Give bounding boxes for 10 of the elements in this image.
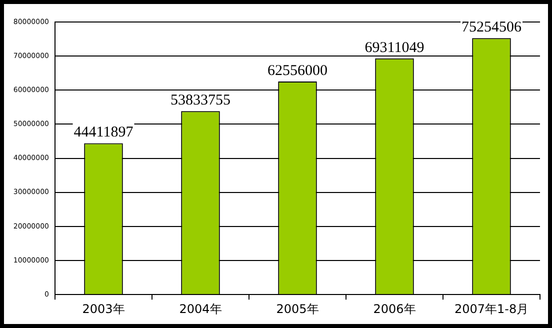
x-tick-label: 2007年1-8月 bbox=[454, 302, 529, 316]
x-tick-label: 2005年 bbox=[276, 302, 319, 316]
x-tick-label: 2006年 bbox=[373, 302, 416, 316]
data-label: 75254506 bbox=[462, 20, 522, 36]
data-label: 62556000 bbox=[268, 62, 328, 79]
x-tick-label: 2003年 bbox=[82, 302, 125, 316]
data-label: 44411897 bbox=[74, 124, 134, 141]
x-tick-label: 2004年 bbox=[179, 302, 222, 316]
data-label: 69311049 bbox=[364, 40, 424, 56]
data-label: 53833755 bbox=[170, 92, 230, 109]
